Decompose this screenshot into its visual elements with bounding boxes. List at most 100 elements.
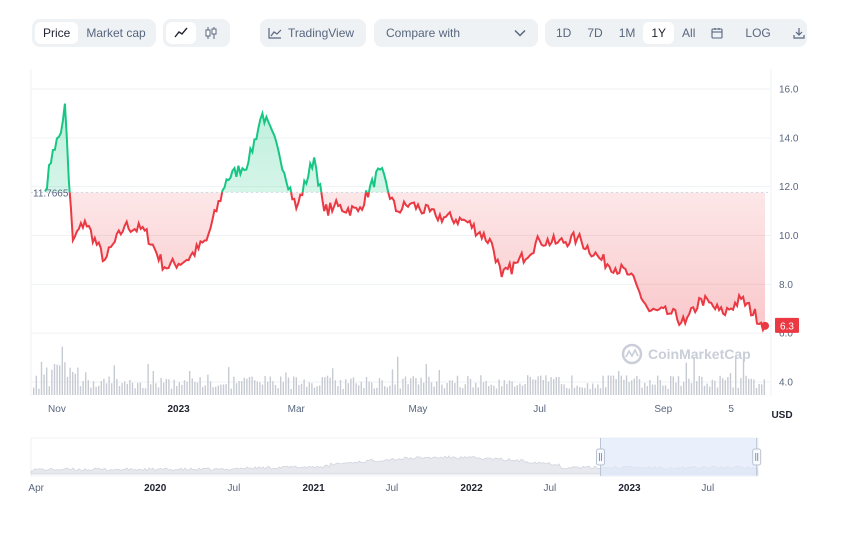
navigator-selected-range[interactable] bbox=[600, 438, 757, 476]
volume-bar bbox=[85, 372, 87, 395]
date-range-button[interactable] bbox=[703, 22, 731, 44]
volume-bar bbox=[378, 378, 381, 395]
volume-bar bbox=[586, 383, 589, 395]
navigator-x-axis: Apr 2020 Jul 2021 Jul 2022 Jul 2023 Jul bbox=[28, 483, 714, 494]
volume-bar bbox=[415, 378, 417, 395]
navigator-tick-label: Apr bbox=[28, 483, 44, 494]
trend-chart-icon bbox=[268, 27, 282, 39]
range-all-button[interactable]: All bbox=[682, 26, 696, 40]
range-7d-button[interactable]: 7D bbox=[587, 26, 603, 40]
last-price-dot bbox=[761, 321, 770, 330]
volume-bar bbox=[105, 383, 108, 395]
volume-bar bbox=[397, 356, 399, 395]
navigator-handle[interactable] bbox=[595, 448, 605, 466]
volume-bar bbox=[568, 388, 570, 395]
volume-bar bbox=[202, 387, 204, 395]
volume-bar bbox=[412, 376, 414, 395]
volume-bar bbox=[308, 382, 310, 395]
y-tick-label: 8.0 bbox=[779, 280, 793, 291]
volume-bar bbox=[625, 375, 628, 395]
x-tick-label: 5 bbox=[728, 404, 734, 415]
volume-bar bbox=[92, 381, 95, 395]
volume-bar bbox=[690, 383, 693, 395]
range-navigator[interactable] bbox=[30, 437, 762, 477]
volume-bar bbox=[225, 384, 227, 395]
volume-bar bbox=[506, 383, 508, 395]
volume-bar bbox=[241, 381, 243, 395]
navigator-tick-label: 2020 bbox=[144, 483, 167, 494]
volume-bar bbox=[116, 379, 118, 395]
volume-bar bbox=[706, 383, 708, 395]
volume-bar bbox=[638, 379, 641, 395]
volume-bar bbox=[121, 383, 123, 395]
price-tab[interactable]: Price bbox=[35, 22, 79, 44]
volume-bar bbox=[277, 388, 279, 395]
volume-bar bbox=[157, 387, 160, 395]
volume-bar bbox=[389, 385, 391, 395]
compare-with-label: Compare with bbox=[386, 26, 461, 40]
volume-bar bbox=[742, 358, 745, 395]
line-chart-button[interactable] bbox=[166, 22, 196, 44]
range-1d-button[interactable]: 1D bbox=[556, 26, 572, 40]
volume-bar bbox=[35, 375, 37, 395]
volume-bar bbox=[204, 385, 206, 395]
range-1m-button[interactable]: 1M bbox=[618, 26, 636, 40]
volume-bar bbox=[285, 372, 287, 395]
market-cap-tab[interactable]: Market cap bbox=[86, 26, 146, 40]
volume-bar bbox=[376, 387, 378, 395]
volume-bar bbox=[332, 368, 334, 395]
range-1y-button[interactable]: 1Y bbox=[643, 22, 675, 44]
volume-bar bbox=[293, 376, 295, 395]
volume-bar bbox=[371, 382, 373, 395]
volume-bar bbox=[428, 376, 430, 395]
volume-bar bbox=[420, 377, 422, 395]
volume-bar bbox=[667, 388, 669, 395]
volume-bar bbox=[48, 386, 50, 395]
volume-bar bbox=[352, 377, 355, 395]
log-scale-button[interactable]: LOG bbox=[745, 26, 771, 40]
navigator-tick-label: Jul bbox=[701, 483, 714, 494]
currency-label: USD bbox=[771, 410, 792, 421]
volume-bar bbox=[321, 377, 323, 395]
volume-bar bbox=[300, 383, 303, 395]
volume-bar bbox=[74, 373, 76, 395]
volume-bar bbox=[87, 380, 89, 395]
compare-with-dropdown[interactable]: Compare with bbox=[374, 19, 538, 47]
volume-bar bbox=[750, 378, 752, 395]
volume-bar bbox=[709, 386, 711, 395]
volume-bar bbox=[516, 385, 518, 395]
volume-bar bbox=[137, 382, 139, 395]
volume-bar bbox=[363, 388, 365, 395]
volume-bar bbox=[199, 377, 201, 395]
volume-bar bbox=[324, 377, 326, 395]
volume-bar bbox=[654, 384, 656, 395]
y-axis: 16.0 14.0 12.0 10.0 8.0 6.0 4.0 bbox=[779, 85, 799, 389]
volume-bar bbox=[391, 369, 394, 395]
volume-bar bbox=[131, 382, 134, 395]
navigator-tick-label: 2022 bbox=[460, 483, 483, 494]
volume-bar bbox=[267, 381, 269, 395]
volume-bar bbox=[410, 378, 412, 395]
volume-bar bbox=[633, 378, 635, 395]
line-chart-icon bbox=[174, 27, 188, 38]
volume-bar bbox=[176, 385, 178, 395]
tradingview-button[interactable]: TradingView bbox=[260, 19, 366, 47]
last-price-badge-background bbox=[775, 317, 799, 333]
volume-bar bbox=[576, 385, 578, 395]
volume-bar bbox=[365, 377, 368, 395]
volume-bars bbox=[33, 346, 765, 395]
navigator-handle[interactable] bbox=[752, 448, 762, 466]
volume-bar bbox=[298, 385, 300, 395]
download-button[interactable] bbox=[785, 22, 813, 44]
volume-bar bbox=[77, 367, 79, 395]
volume-bar bbox=[563, 384, 565, 395]
volume-bar bbox=[368, 381, 370, 395]
volume-bar bbox=[540, 375, 542, 395]
volume-bar bbox=[168, 379, 170, 395]
volume-bar bbox=[337, 386, 339, 395]
volume-bar bbox=[534, 379, 537, 395]
volume-bar bbox=[98, 385, 100, 395]
volume-bar bbox=[212, 387, 214, 395]
candlestick-chart-button[interactable] bbox=[196, 22, 226, 44]
